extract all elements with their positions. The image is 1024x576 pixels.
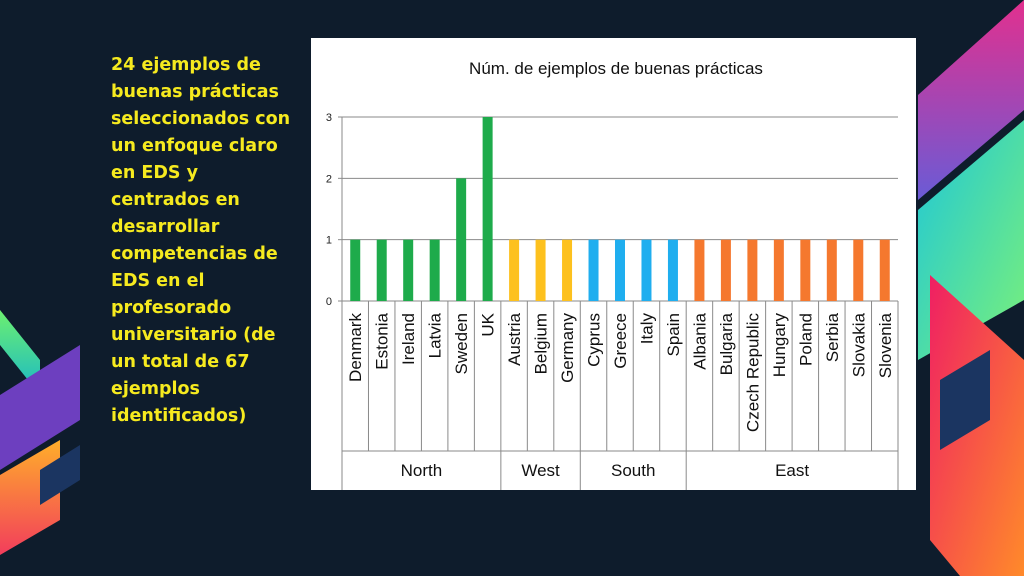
bar (588, 239, 599, 301)
deco-shape (0, 310, 40, 395)
y-tick-label: 1 (326, 235, 332, 247)
y-tick-label: 2 (326, 173, 332, 185)
x-tick-label: Poland (796, 313, 815, 366)
bar (879, 239, 890, 301)
y-tick-label: 3 (326, 112, 332, 124)
group-label: North (401, 461, 443, 480)
bar (747, 239, 758, 301)
deco-shape (0, 345, 80, 470)
bar (853, 239, 864, 301)
x-tick-label: Slovakia (849, 312, 868, 377)
bar (509, 239, 520, 301)
group-label: West (521, 461, 560, 480)
x-tick-label: Ireland (399, 313, 418, 365)
bar (350, 239, 361, 301)
bar (826, 239, 837, 301)
bar (641, 239, 652, 301)
x-tick-label: Serbia (823, 312, 842, 362)
group-label: South (611, 461, 655, 480)
x-tick-label: Czech Republic (743, 313, 762, 433)
x-tick-label: Belgium (532, 313, 551, 374)
bar (615, 239, 625, 301)
bar-chart-panel: Núm. de ejemplos de buenas prácticas 0 1 2… (311, 38, 916, 490)
deco-shape (940, 350, 990, 450)
x-tick-label: Hungary (770, 313, 789, 378)
x-tick-label: Albania (690, 312, 709, 369)
x-tick-label: Estonia (373, 312, 392, 369)
x-tick-label: Sweden (452, 313, 471, 374)
bar (376, 239, 387, 301)
bar (535, 239, 546, 301)
x-tick-label: Austria (505, 312, 524, 365)
group-label: East (775, 461, 809, 480)
y-tick-label: 0 (326, 296, 332, 308)
bar (456, 178, 467, 301)
x-tick-label: Slovenia (876, 312, 895, 378)
bar (720, 239, 731, 301)
slide-description: 24 ejemplos de buenas prácticas seleccio… (111, 55, 291, 426)
x-tick-label: Italy (637, 313, 656, 345)
x-tick-label: Germany (558, 313, 577, 383)
bar (403, 239, 414, 301)
bar (694, 239, 705, 301)
bar (562, 239, 573, 301)
x-tick-label: Greece (611, 313, 630, 369)
deco-shape (40, 445, 80, 505)
bar (429, 239, 440, 301)
x-tick-label: UK (479, 312, 498, 336)
chart-title: Núm. de ejemplos de buenas prácticas (469, 59, 763, 78)
x-tick-label: Latvia (426, 312, 445, 358)
bar (773, 239, 784, 301)
x-tick-label: Cyprus (585, 313, 604, 367)
bar-chart: Núm. de ejemplos de buenas prácticas 0 1 2… (326, 59, 899, 490)
bar (482, 117, 493, 301)
x-tick-label: Denmark (346, 313, 365, 382)
x-tick-label: Spain (664, 313, 683, 356)
x-tick-label: Bulgaria (717, 312, 736, 375)
bar (667, 239, 678, 301)
bar (800, 239, 811, 301)
deco-shape (918, 0, 1024, 200)
